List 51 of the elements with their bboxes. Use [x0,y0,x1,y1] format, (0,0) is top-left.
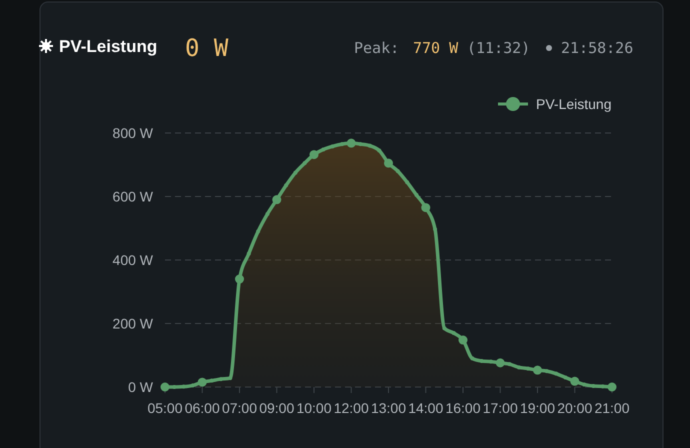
point [470,356,474,360]
x-tick-label: 19:00 [520,400,556,416]
point [368,144,372,148]
y-tick-label: 0 W [128,379,154,395]
x-tick-label: 16:00 [445,400,481,416]
point [265,212,270,216]
chart-title: PV-Leistung [59,37,158,56]
x-tick-label: 13:00 [370,400,406,416]
point [405,180,410,184]
y-tick-label: 200 W [112,316,154,332]
point [396,169,400,174]
x-tick-label: 12:00 [334,400,369,416]
point [330,144,335,148]
x-tick-label: 21:00 [594,400,630,416]
x-tick-label: 09:00 [259,400,294,416]
point [442,326,446,330]
point [544,369,549,374]
point [302,161,307,166]
x-tick-label: 05:00 [147,400,183,416]
text: 0 W [185,34,229,62]
x-tick-label: 20:00 [557,400,592,416]
point [554,372,558,376]
point [377,148,382,152]
x-tick-label: 17:00 [482,400,518,416]
point [563,375,568,380]
point [190,383,195,388]
point [340,142,344,146]
point [284,183,288,188]
point [433,227,438,232]
point [414,192,418,197]
text: 770 W [413,39,460,57]
x-tick-label: 10:00 [296,400,332,416]
y-tick-label: 600 W [112,188,154,204]
point [293,170,298,175]
point [246,252,251,256]
point [452,331,456,336]
x-tick-label: 07:00 [222,400,258,416]
y-tick-label: 400 W [112,252,154,268]
point [256,229,260,234]
text: (11:32) [467,39,530,57]
point [516,365,521,370]
point [508,362,512,366]
x-tick-label: 14:00 [408,400,444,416]
legend-label: PV-Leistung [536,96,612,112]
text: Peak: [354,39,400,57]
text: 21:58:26 [561,39,634,57]
point [228,376,232,380]
point [526,366,530,371]
point [321,148,326,152]
y-tick-label: 800 W [112,125,154,141]
x-tick-label: 06:00 [184,400,220,416]
